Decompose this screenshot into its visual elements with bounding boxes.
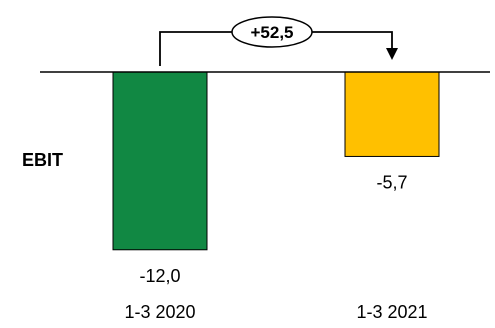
value-label-2: -5,7 (376, 172, 407, 192)
change-badge (231, 16, 313, 48)
value-label-1: -12,0 (139, 266, 180, 286)
change-label: +52,5 (250, 23, 293, 42)
bar-1 (112, 71, 208, 251)
category-label-2: 1-3 2021 (356, 302, 427, 322)
category-label-1: 1-3 2020 (124, 302, 195, 322)
change-arrowhead (386, 48, 398, 60)
row-label-ebit: EBIT (22, 150, 64, 170)
bar-2 (344, 71, 440, 157)
